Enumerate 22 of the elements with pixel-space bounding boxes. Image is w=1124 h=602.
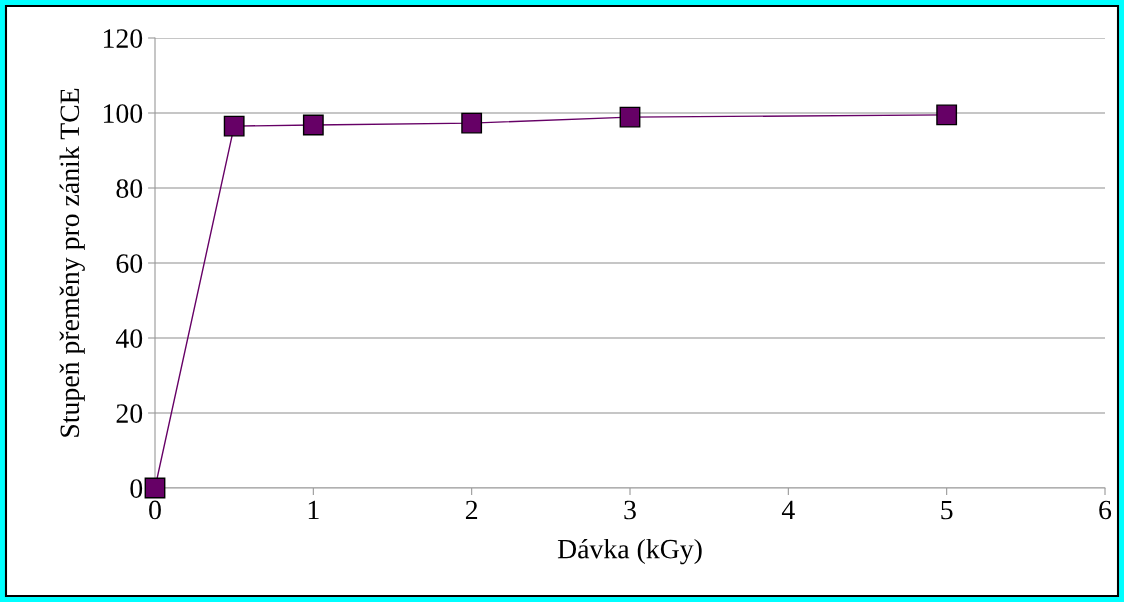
x-axis-title: Dávka (kGy) <box>557 538 702 565</box>
y-tick-label: 0 <box>130 479 143 498</box>
x-tick-label: 3 <box>624 500 636 520</box>
point <box>619 106 641 128</box>
x-tick-label: 5 <box>941 500 953 520</box>
x-tick-label: 2 <box>465 500 478 520</box>
y-axis-title: Stupeň přeměny pro zánik TCE <box>59 88 85 437</box>
point <box>302 114 324 136</box>
point <box>936 104 958 126</box>
y-tick-label: 100 <box>103 104 143 123</box>
x-tick-label: 4 <box>781 500 795 520</box>
x-tick-label: 0 <box>149 500 161 520</box>
point <box>223 115 245 137</box>
y-tick-label: 120 <box>103 29 143 48</box>
point <box>461 112 483 134</box>
y-tick-label: 40 <box>115 329 143 348</box>
y-tick-label: 80 <box>116 179 143 198</box>
x-tick-label: 1 <box>308 500 319 520</box>
point <box>144 477 166 499</box>
x-tick-label: 6 <box>1099 500 1112 520</box>
y-tick-label: 20 <box>116 404 143 423</box>
y-tick-label: 60 <box>116 254 143 273</box>
